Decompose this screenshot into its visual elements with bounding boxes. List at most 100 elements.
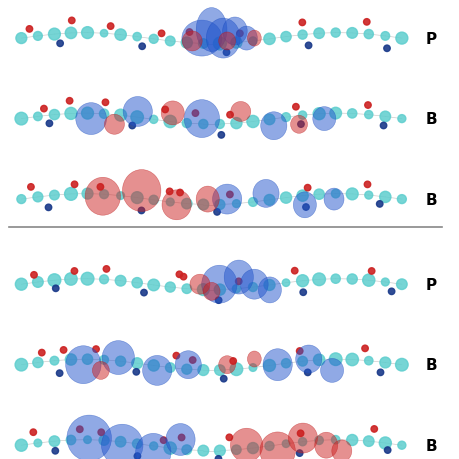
Circle shape [226,112,233,119]
Circle shape [49,110,59,120]
Circle shape [248,38,257,46]
Text: B: B [425,112,436,127]
Circle shape [162,107,168,113]
Circle shape [99,436,109,445]
Circle shape [236,31,242,38]
Circle shape [215,456,221,459]
Circle shape [60,347,67,353]
Circle shape [117,192,124,200]
Circle shape [383,46,389,52]
Circle shape [176,272,182,278]
Circle shape [66,98,73,105]
Circle shape [330,274,340,284]
Ellipse shape [135,433,171,459]
Circle shape [304,185,310,191]
Circle shape [375,201,382,207]
Ellipse shape [258,277,281,303]
Circle shape [213,209,220,216]
Ellipse shape [104,115,124,135]
Circle shape [299,289,306,296]
Text: P: P [425,277,436,292]
Circle shape [131,112,143,124]
Circle shape [189,357,196,364]
Circle shape [291,268,297,274]
Ellipse shape [190,274,209,295]
Circle shape [297,190,308,202]
Ellipse shape [312,107,335,131]
Circle shape [182,445,191,454]
Circle shape [364,30,373,39]
Circle shape [165,363,174,373]
Circle shape [313,190,324,200]
Circle shape [214,285,225,296]
Circle shape [164,116,176,129]
Circle shape [345,353,358,366]
Bar [9,409,413,459]
Circle shape [246,116,258,128]
Circle shape [52,285,59,292]
Circle shape [45,205,51,211]
Circle shape [100,190,108,199]
Ellipse shape [175,351,201,379]
Circle shape [71,268,78,274]
Ellipse shape [161,102,184,126]
Circle shape [33,358,43,368]
Circle shape [15,439,28,451]
Circle shape [138,208,145,214]
Circle shape [364,357,372,365]
Ellipse shape [263,349,291,381]
Circle shape [213,38,226,51]
Circle shape [379,357,390,368]
Circle shape [302,204,308,211]
Circle shape [34,33,42,41]
Circle shape [235,279,241,285]
Circle shape [215,120,224,129]
Circle shape [15,358,28,371]
Circle shape [346,435,357,446]
Circle shape [65,108,77,120]
Circle shape [230,358,236,364]
Circle shape [214,445,225,456]
Circle shape [384,447,390,453]
Circle shape [346,189,358,201]
Bar [9,164,413,235]
Circle shape [313,108,325,120]
Circle shape [296,275,308,287]
Circle shape [66,435,76,445]
Circle shape [197,284,209,296]
Circle shape [364,192,372,200]
Circle shape [263,360,275,372]
Circle shape [115,30,126,41]
Ellipse shape [240,269,268,300]
Circle shape [346,28,357,39]
Circle shape [380,33,389,41]
Circle shape [231,445,241,454]
Ellipse shape [290,116,307,134]
Circle shape [264,442,274,450]
Circle shape [361,345,368,352]
Circle shape [192,111,198,117]
Circle shape [248,198,257,207]
Ellipse shape [102,341,134,375]
Circle shape [149,116,157,124]
Ellipse shape [181,21,221,57]
Ellipse shape [218,356,235,374]
Circle shape [41,106,47,112]
Ellipse shape [295,345,321,373]
Circle shape [314,436,323,444]
Circle shape [218,132,224,139]
Circle shape [64,188,77,201]
Ellipse shape [230,102,250,122]
Circle shape [280,193,291,204]
Circle shape [115,356,125,366]
Circle shape [46,121,52,127]
Circle shape [232,285,240,293]
Text: B: B [425,358,436,372]
Circle shape [304,369,310,376]
Circle shape [381,279,388,286]
Circle shape [49,436,60,447]
Circle shape [397,115,405,123]
Circle shape [379,192,390,203]
Circle shape [34,439,42,447]
Circle shape [214,365,224,375]
